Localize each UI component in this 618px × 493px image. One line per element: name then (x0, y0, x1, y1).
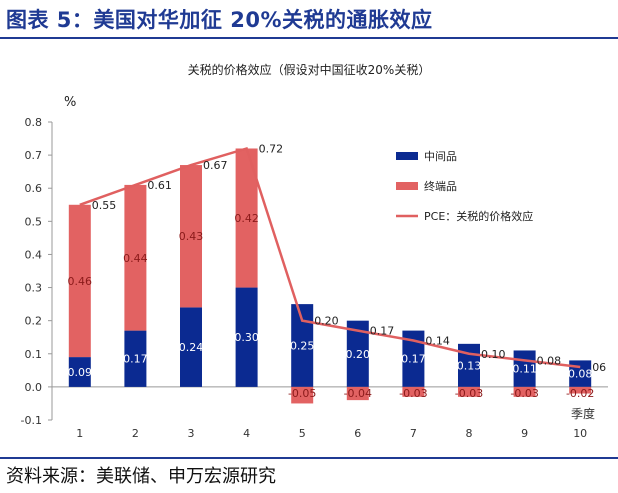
x-tick-label: 1 (76, 427, 83, 440)
x-tick-label: 5 (299, 427, 306, 440)
data-label-final: -0.03 (510, 387, 538, 400)
data-label-final: 0.42 (234, 212, 259, 225)
data-label-pce: 0.72 (259, 142, 284, 155)
bar-intermediate (402, 330, 425, 387)
y-tick-label: 0.7 (25, 149, 43, 162)
x-tick-label: 9 (521, 427, 528, 440)
y-tick-label: 0.0 (25, 381, 43, 394)
data-label-final: -0.04 (344, 387, 372, 400)
data-label-final: -0.05 (288, 387, 316, 400)
y-tick-label: 0.3 (25, 282, 43, 295)
source-note: 资料来源：美联储、申万宏源研究 (6, 466, 276, 487)
data-label-intermediate: 0.17 (401, 353, 426, 366)
y-tick-label: 0.5 (25, 215, 43, 228)
data-label-intermediate: 0.08 (568, 368, 593, 381)
data-label-intermediate: 0.20 (346, 348, 371, 361)
data-label-intermediate: 0.24 (179, 341, 204, 354)
plot-area: -0.1 0.0 0.1 0.2 0.3 0.4 0.5 0.6 0.7 0.8 1 2 3 4 5 6 7 8 9… (21, 116, 608, 440)
data-label-final: 0.44 (123, 252, 148, 265)
bar-final (68, 204, 91, 358)
bar-final (124, 184, 147, 331)
chart: 关税的价格效应（假设对中国征收20%关税） % 季度 -0.1 0.0 0.1 0.2… (21, 62, 608, 440)
legend-swatch (396, 182, 418, 190)
legend-label: 中间品 (424, 150, 457, 163)
x-tick-label: 2 (132, 427, 139, 440)
chart-title: 关税的价格效应（假设对中国征收20%关税） (188, 62, 431, 77)
data-label-pce: 06 (592, 361, 606, 374)
bar-intermediate (346, 320, 369, 387)
y-tick-label: 0.6 (25, 182, 43, 195)
bar-final (291, 386, 314, 404)
bar-final (458, 386, 480, 397)
data-label-final: -0.03 (399, 387, 427, 400)
bar-intermediate (124, 330, 147, 387)
data-label-intermediate: 0.11 (512, 363, 537, 376)
bar-intermediate (291, 304, 314, 387)
title-divider (0, 37, 618, 39)
data-label-pce: 0.08 (537, 354, 562, 367)
y-tick-label: -0.1 (21, 414, 42, 427)
bar-final (402, 386, 425, 397)
bar-final (513, 386, 536, 397)
y-tick-label: 0.1 (25, 348, 43, 361)
bar-final (346, 386, 369, 401)
x-tick-label: 4 (243, 427, 250, 440)
data-label-intermediate: 0.30 (234, 331, 259, 344)
data-label-final: -0.02 (566, 387, 594, 400)
page-title: 图表 5：美国对华加征 20%关税的通胀效应 (6, 8, 433, 32)
data-label-pce: 0.10 (481, 348, 506, 361)
x-tick-label: 8 (466, 427, 473, 440)
data-label-pce: 0.20 (314, 315, 339, 328)
data-label-final: 0.46 (68, 275, 93, 288)
bar-final (569, 386, 592, 394)
data-label-intermediate: 0.25 (290, 340, 315, 353)
x-tick-label: 3 (188, 427, 195, 440)
data-label-intermediate: 0.17 (123, 353, 148, 366)
bar-final (235, 148, 258, 288)
data-label-pce: 0.67 (203, 159, 228, 172)
legend-label: PCE：关税的价格效应 (424, 209, 533, 223)
data-label-intermediate: 0.13 (457, 359, 482, 372)
footer-divider (0, 457, 618, 459)
x-tick-label: 10 (573, 427, 587, 440)
data-label-final: 0.43 (179, 230, 204, 243)
data-label-intermediate: 0.09 (68, 366, 93, 379)
bar-intermediate (68, 357, 91, 387)
legend-swatch (396, 152, 418, 160)
y-tick-label: 0.4 (25, 248, 43, 261)
legend-label: 终端品 (424, 179, 457, 193)
y-tick-label: 0.2 (25, 315, 43, 328)
data-label-pce: 0.14 (425, 335, 450, 348)
bar-intermediate (180, 307, 202, 387)
data-label-final: -0.03 (455, 387, 483, 400)
bar-intermediate (235, 287, 258, 387)
x-axis-label: 季度 (571, 406, 595, 421)
y-tick-label: 0.8 (25, 116, 43, 129)
data-label-pce: 0.55 (92, 199, 117, 212)
pce-line (79, 146, 581, 369)
x-tick-label: 6 (354, 427, 361, 440)
x-tick-label: 7 (410, 427, 417, 440)
y-axis-label: % (64, 95, 76, 110)
data-label-pce: 0.17 (370, 325, 395, 338)
bar-final (180, 165, 202, 308)
data-label-pce: 0.61 (147, 179, 172, 192)
